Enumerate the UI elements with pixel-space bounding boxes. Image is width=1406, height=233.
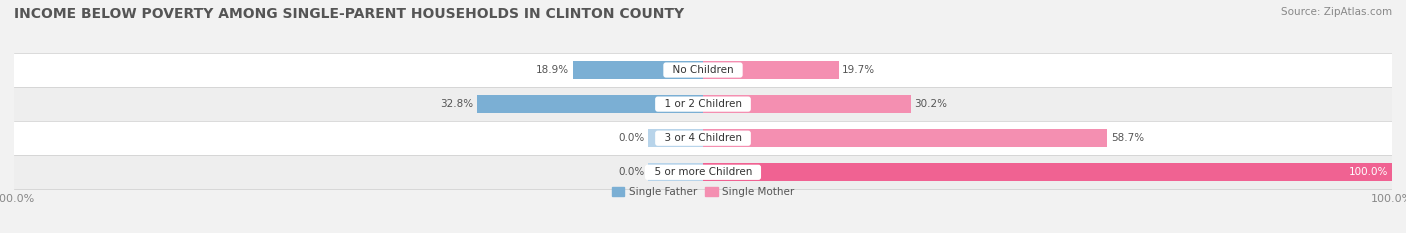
Bar (14, 121, 1392, 155)
Text: 0.0%: 0.0% (619, 133, 644, 143)
Bar (703, 61, 839, 79)
Bar (14, 87, 1392, 121)
Bar (703, 95, 911, 113)
Legend: Single Father, Single Mother: Single Father, Single Mother (612, 187, 794, 197)
Text: INCOME BELOW POVERTY AMONG SINGLE-PARENT HOUSEHOLDS IN CLINTON COUNTY: INCOME BELOW POVERTY AMONG SINGLE-PARENT… (14, 7, 685, 21)
Bar (703, 163, 1392, 181)
Text: 0.0%: 0.0% (619, 167, 644, 177)
Text: 18.9%: 18.9% (536, 65, 569, 75)
Text: Source: ZipAtlas.com: Source: ZipAtlas.com (1281, 7, 1392, 17)
Bar (648, 163, 703, 181)
Text: 1 or 2 Children: 1 or 2 Children (658, 99, 748, 109)
Text: 3 or 4 Children: 3 or 4 Children (658, 133, 748, 143)
Bar (572, 61, 703, 79)
Bar (14, 53, 1392, 87)
Text: 100.0%: 100.0% (1350, 167, 1389, 177)
Text: 58.7%: 58.7% (1111, 133, 1144, 143)
Text: 30.2%: 30.2% (914, 99, 948, 109)
Text: No Children: No Children (666, 65, 740, 75)
Bar (703, 129, 1108, 147)
Bar (648, 129, 703, 147)
Bar (477, 95, 703, 113)
Bar (14, 155, 1392, 189)
Text: 32.8%: 32.8% (440, 99, 474, 109)
Text: 5 or more Children: 5 or more Children (648, 167, 758, 177)
Text: 19.7%: 19.7% (842, 65, 876, 75)
